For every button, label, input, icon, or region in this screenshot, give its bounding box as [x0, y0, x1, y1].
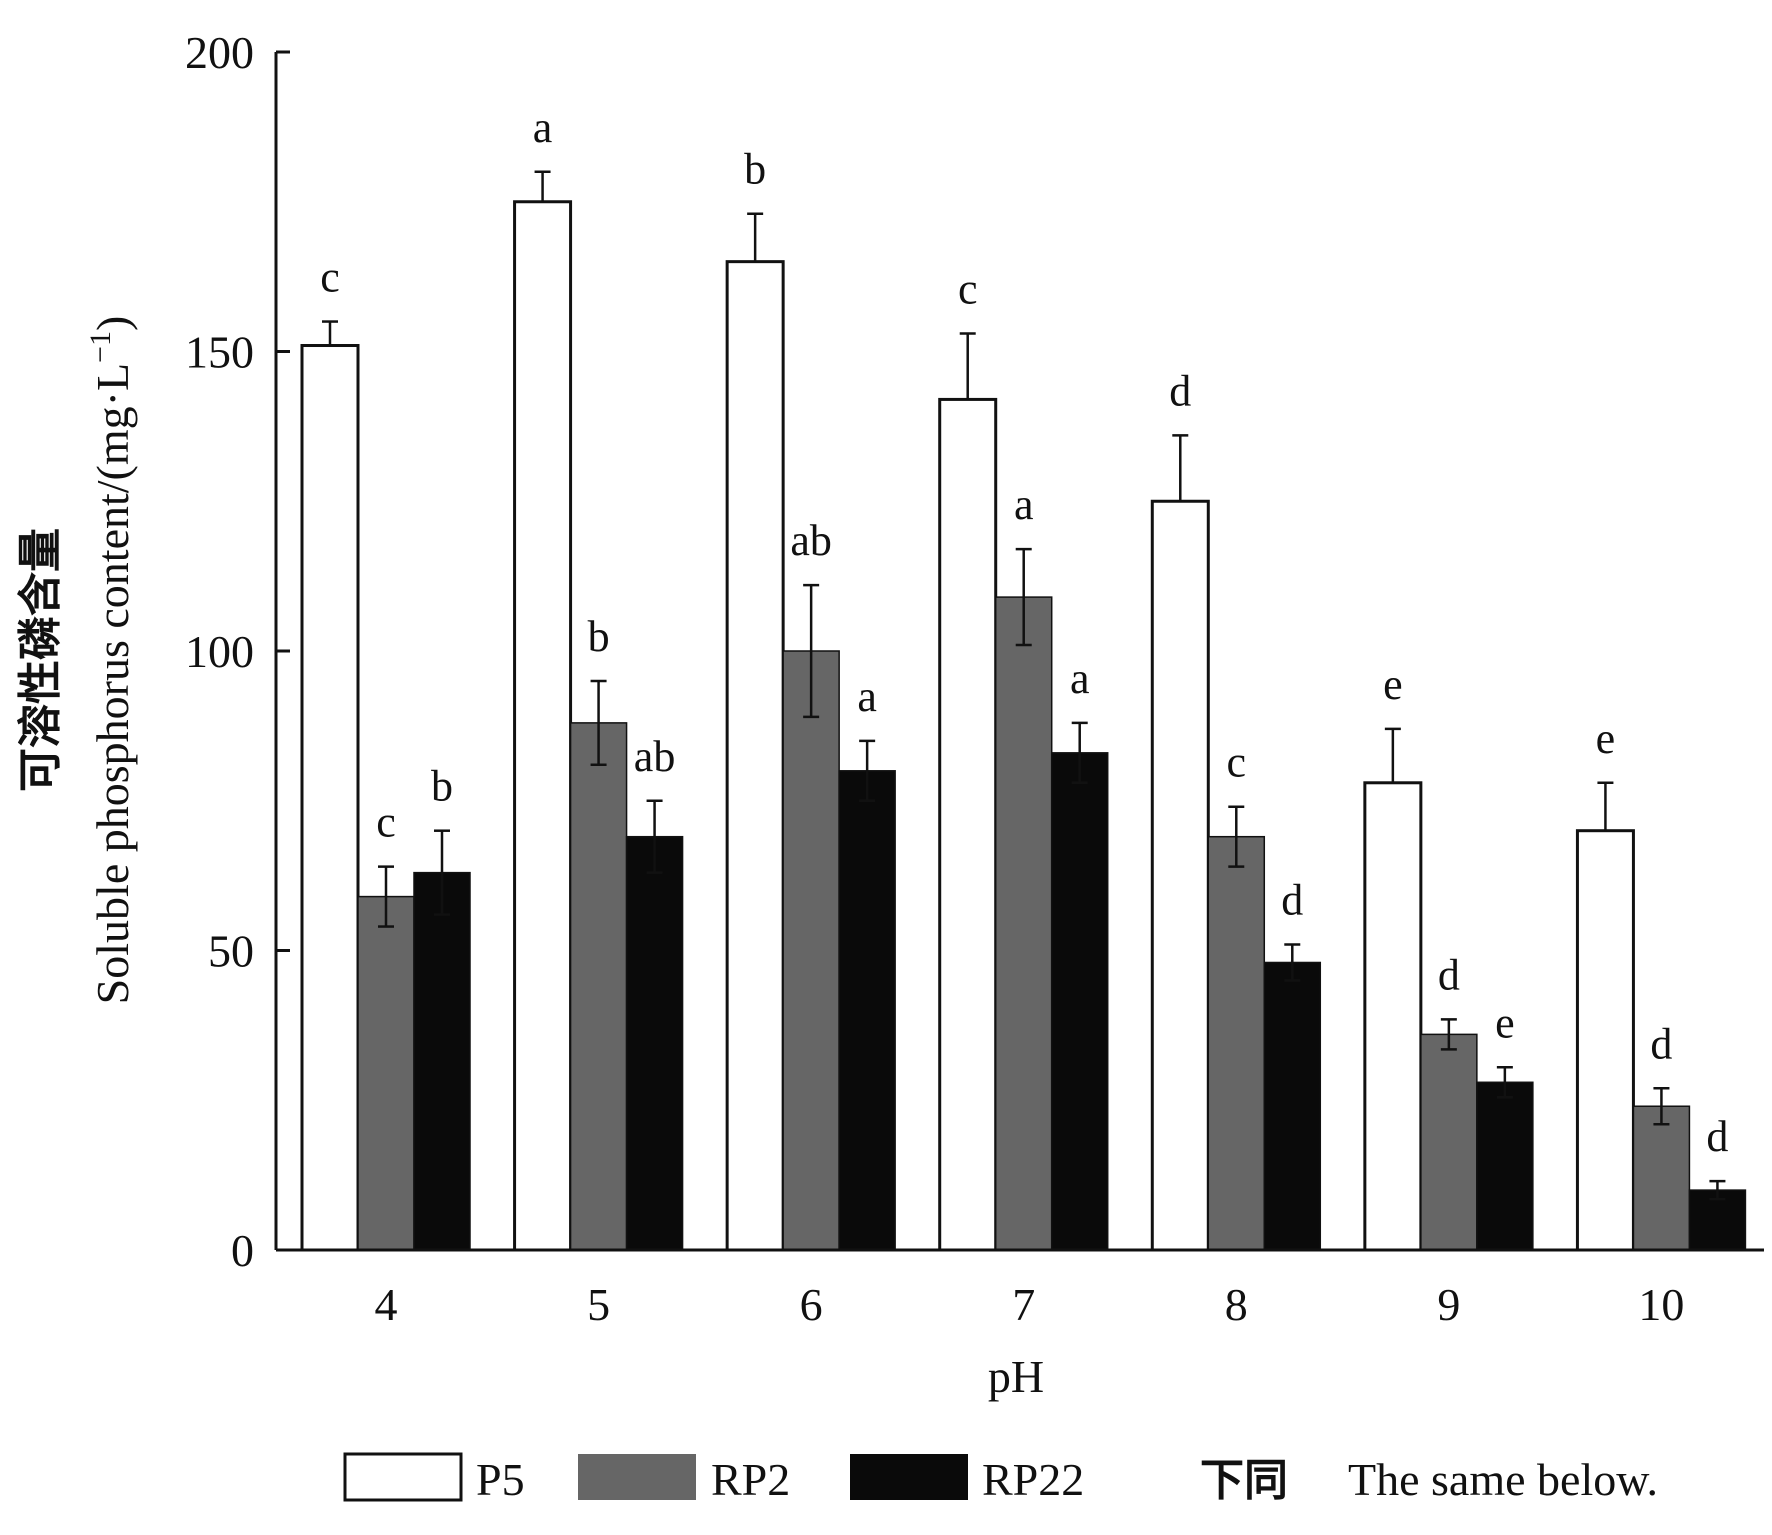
significance-letter: a [857, 672, 877, 721]
significance-letter: a [533, 103, 553, 152]
legend-label-rp2: RP2 [711, 1454, 790, 1505]
plot-area: 050100150200ccb4abab5baba6caa7dcd8ede9ed… [185, 27, 1747, 1330]
significance-letter: b [588, 612, 610, 661]
x-axis-title: pH [988, 1351, 1044, 1402]
bar-rp2-ph7 [994, 596, 1053, 1251]
y-tick-label: 200 [185, 27, 254, 78]
legend-swatch-rp22 [850, 1454, 968, 1500]
significance-letter: a [1014, 480, 1034, 529]
significance-letter: a [1070, 654, 1090, 703]
bar-rp22-ph5 [625, 835, 684, 1251]
significance-letter: d [1169, 366, 1191, 415]
bar-rp2-ph9 [1420, 1033, 1478, 1251]
significance-letter: e [1383, 660, 1403, 709]
x-tick-label: 9 [1437, 1279, 1460, 1330]
significance-letter: c [376, 798, 396, 847]
x-tick-label: 5 [587, 1279, 610, 1330]
bar-rp2-ph4 [357, 895, 415, 1251]
significance-letter: e [1596, 714, 1616, 763]
bar-rp2-ph10 [1632, 1105, 1691, 1251]
bar-rp2-ph5 [569, 722, 628, 1251]
x-tick-label: 7 [1012, 1279, 1035, 1330]
legend-label-p5: P5 [476, 1454, 525, 1505]
significance-letter: c [1227, 738, 1247, 787]
y-axis-title-en-main: Soluble phosphorus content/(mg·L [87, 363, 138, 1004]
y-tick-label: 100 [185, 626, 254, 677]
y-axis-title-close: ) [87, 316, 138, 331]
significance-letter: d [1706, 1112, 1728, 1161]
y-tick-label: 150 [185, 327, 254, 378]
bar-p5-ph7 [938, 397, 998, 1252]
bar-rp2-ph8 [1207, 835, 1266, 1251]
significance-letter: d [1438, 950, 1460, 999]
significance-letter: ab [634, 732, 676, 781]
y-axis-title-unit-sup: −1 [84, 331, 117, 363]
bar-p5-ph5 [513, 200, 573, 1252]
y-tick-label: 0 [231, 1225, 254, 1276]
legend-swatch-p5 [343, 1452, 463, 1502]
significance-letter: e [1495, 998, 1515, 1047]
bar-rp22-ph9 [1476, 1081, 1534, 1251]
y-axis-title-cn: 可溶性磷含量 [15, 528, 66, 792]
x-tick-label: 4 [375, 1279, 398, 1330]
significance-letter: c [320, 253, 340, 302]
significance-letter: b [744, 145, 766, 194]
bar-rp22-ph7 [1050, 752, 1109, 1251]
bar-p5-ph4 [300, 344, 360, 1252]
bar-p5-ph10 [1575, 829, 1635, 1252]
legend-note-en: The same below. [1348, 1454, 1658, 1505]
bar-p5-ph6 [725, 260, 785, 1252]
significance-letter: d [1650, 1019, 1672, 1068]
x-tick-label: 8 [1225, 1279, 1248, 1330]
y-tick-label: 50 [208, 926, 254, 977]
x-tick-label: 6 [800, 1279, 823, 1330]
significance-letter: d [1281, 876, 1303, 925]
bar-rp2-ph6 [782, 650, 840, 1251]
bar-rp22-ph4 [413, 871, 471, 1251]
legend: P5 RP2 RP22 下同 The same below. [343, 1452, 1658, 1506]
legend-swatch-rp2 [578, 1454, 696, 1500]
significance-letter: c [958, 265, 978, 314]
significance-letter: b [431, 762, 453, 811]
legend-label-rp22: RP22 [982, 1454, 1084, 1505]
x-tick-label: 10 [1638, 1279, 1684, 1330]
y-axis-title-en: Soluble phosphorus content/(mg·L−1) [84, 316, 138, 1005]
bar-rp22-ph6 [838, 770, 896, 1251]
bar-rp22-ph8 [1263, 961, 1322, 1251]
significance-letter: ab [790, 516, 832, 565]
legend-note-cn: 下同 [1200, 1455, 1288, 1506]
bar-p5-ph8 [1150, 499, 1210, 1252]
bar-p5-ph9 [1363, 781, 1423, 1252]
